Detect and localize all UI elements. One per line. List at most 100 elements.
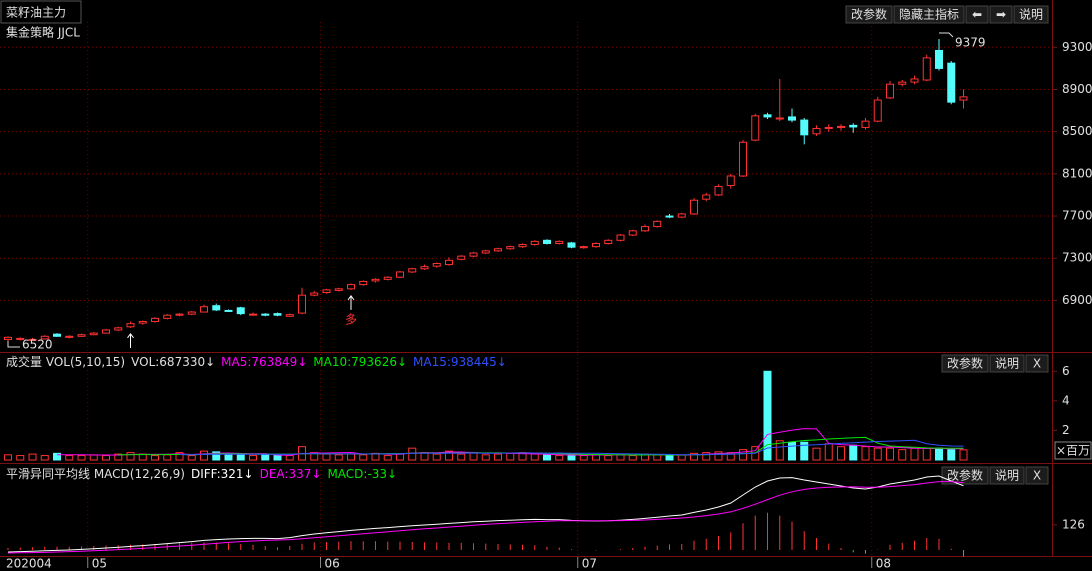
button-label[interactable]: ➡ (996, 8, 1006, 22)
button[interactable] (941, 354, 989, 373)
button[interactable] (1025, 466, 1049, 485)
y-tick-label: 7700 (1062, 209, 1092, 223)
candle-body (236, 307, 245, 315)
button-label[interactable]: 说明 (1019, 7, 1043, 22)
button-label[interactable]: 改参数 (851, 7, 887, 22)
volume-bar (236, 454, 245, 461)
button-label[interactable]: 说明 (995, 468, 1019, 483)
volume-bar (861, 446, 870, 461)
button[interactable] (965, 5, 989, 24)
macd-line (7, 481, 964, 554)
volume-bar (555, 455, 564, 461)
signal-arrow (127, 333, 134, 348)
volume-bar (690, 452, 698, 461)
candle-body (751, 115, 760, 141)
candle-body (224, 309, 233, 312)
candle-body (604, 239, 613, 244)
candle-body (212, 305, 221, 311)
volume-bar (261, 454, 270, 461)
button[interactable] (989, 5, 1013, 24)
volume-bar (28, 453, 37, 461)
min-label: 6520 (22, 338, 53, 352)
candle-body (469, 252, 478, 257)
volume-bar (16, 455, 25, 461)
candle-body (653, 220, 662, 228)
button[interactable] (1013, 5, 1049, 24)
candle-body (53, 333, 61, 337)
pane-title: 平滑异同平均线 MACD(12,26,9) (6, 467, 185, 481)
button-label[interactable]: ⬅ (972, 8, 982, 22)
button[interactable] (989, 466, 1025, 485)
button[interactable] (941, 466, 989, 485)
candle-body (65, 335, 74, 338)
button-label[interactable]: 隐藏主指标 (899, 7, 959, 22)
volume-bar (714, 451, 723, 461)
button-label[interactable]: X (1033, 357, 1041, 371)
volume-bar (334, 454, 343, 461)
max-marker (939, 32, 954, 38)
volume-bar (77, 455, 86, 461)
candle-body (187, 311, 196, 315)
volume-bar (212, 451, 221, 461)
x-tick-label: 07 (582, 557, 597, 571)
candle-body (322, 289, 331, 294)
button[interactable] (893, 5, 965, 24)
candle-body (285, 314, 294, 317)
candle-body (4, 336, 12, 340)
candle-body (114, 327, 123, 331)
candle-body (824, 126, 833, 130)
volume-bar (763, 370, 772, 461)
candle-body (788, 116, 796, 121)
button[interactable] (989, 354, 1025, 373)
volume-bar (628, 455, 637, 461)
candle-body (849, 124, 858, 128)
button-label[interactable]: 改参数 (947, 356, 983, 371)
candle-body (273, 313, 282, 316)
candle-body (359, 280, 368, 286)
volume-bar (114, 453, 123, 461)
chart-title: 菜籽油主力 (6, 6, 66, 20)
candle-body (28, 338, 37, 341)
volume-bar (175, 452, 184, 461)
y-tick-label: 8900 (1062, 82, 1092, 96)
candle-body (383, 276, 392, 280)
volume-bar (604, 455, 613, 461)
volume-bar (187, 455, 196, 461)
button-label[interactable]: 改参数 (947, 468, 983, 483)
volume-bar (959, 449, 968, 461)
volume-bar (837, 446, 845, 461)
volume-bar (579, 455, 588, 461)
candle-body (77, 334, 86, 337)
candle-body (175, 313, 184, 316)
volume-bar (273, 455, 282, 461)
candle-body (677, 213, 686, 218)
button[interactable] (845, 5, 893, 24)
candle-body (947, 62, 956, 103)
x-tick-label: 08 (876, 557, 891, 571)
button-label[interactable]: X (1033, 469, 1041, 483)
volume-bar (163, 454, 172, 461)
volume-bar (249, 455, 257, 461)
volume-bar (898, 449, 907, 461)
max-label: 9379 (955, 35, 986, 49)
candle-body (432, 263, 441, 267)
y-tick-label: 6 (1062, 364, 1070, 378)
candle-body (334, 288, 343, 291)
volume-bar (4, 454, 12, 461)
volume-bar (530, 453, 539, 461)
candle-body (861, 120, 870, 128)
macd-line (7, 475, 964, 553)
volume-bar (432, 453, 441, 461)
y-tick-label: 9300 (1062, 40, 1092, 54)
candle-body (702, 194, 711, 200)
candle-body (935, 49, 943, 69)
volume-bar (677, 454, 686, 461)
volume-bar (775, 440, 784, 461)
signal-label: 多 (345, 312, 357, 326)
volume-bar (383, 455, 392, 461)
candle-body (800, 119, 809, 136)
button-label[interactable]: 说明 (995, 356, 1019, 371)
candle-body (628, 230, 637, 236)
button[interactable] (1025, 354, 1049, 373)
candle-body (690, 199, 698, 215)
